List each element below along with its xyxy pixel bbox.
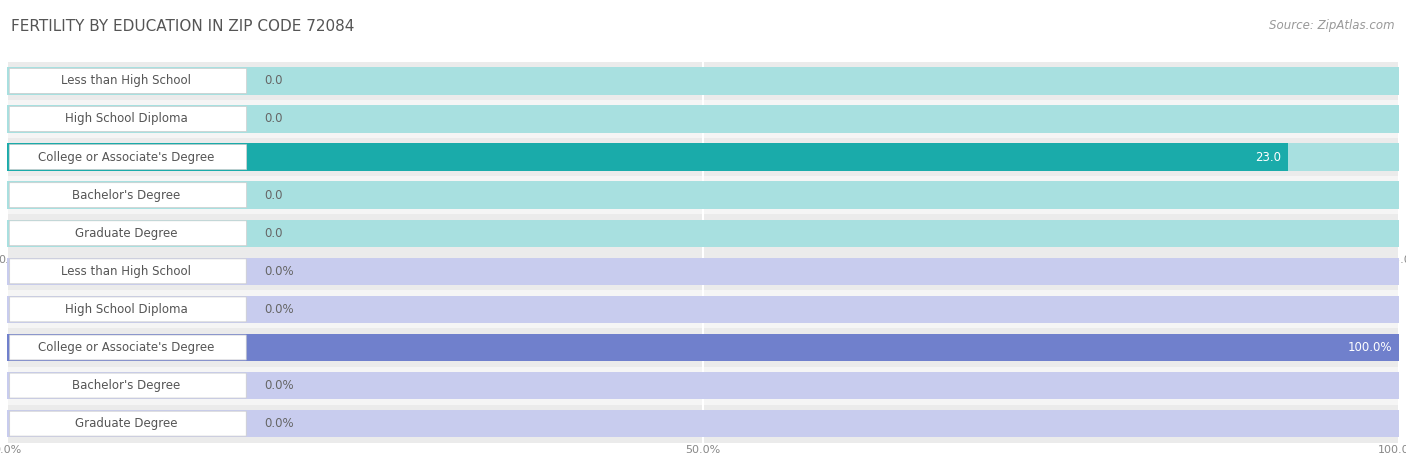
Bar xyxy=(7,181,1399,209)
Text: 23.0: 23.0 xyxy=(1254,150,1281,164)
Bar xyxy=(7,290,1399,328)
Text: 0.0: 0.0 xyxy=(264,227,283,240)
Text: Graduate Degree: Graduate Degree xyxy=(75,227,177,240)
Bar xyxy=(7,334,1399,361)
Bar xyxy=(7,143,1288,171)
Bar xyxy=(7,367,1399,405)
Text: Bachelor's Degree: Bachelor's Degree xyxy=(72,379,180,392)
FancyBboxPatch shape xyxy=(10,373,246,398)
Bar xyxy=(7,100,1399,138)
Bar xyxy=(7,105,1399,133)
Bar xyxy=(7,328,1399,367)
Bar xyxy=(7,176,1399,214)
Text: 0.0%: 0.0% xyxy=(264,417,294,430)
Text: Bachelor's Degree: Bachelor's Degree xyxy=(72,188,180,202)
Text: High School Diploma: High School Diploma xyxy=(65,112,188,126)
FancyBboxPatch shape xyxy=(10,297,246,322)
Bar xyxy=(7,405,1399,443)
Bar xyxy=(7,334,1399,361)
Text: High School Diploma: High School Diploma xyxy=(65,303,188,316)
Text: 0.0: 0.0 xyxy=(264,74,283,88)
Bar xyxy=(7,214,1399,252)
Bar xyxy=(7,138,1399,176)
Bar xyxy=(7,252,1399,290)
Text: Less than High School: Less than High School xyxy=(62,265,191,278)
Text: 0.0%: 0.0% xyxy=(264,379,294,392)
Text: College or Associate's Degree: College or Associate's Degree xyxy=(38,341,215,354)
Bar xyxy=(7,372,1399,399)
Text: Graduate Degree: Graduate Degree xyxy=(75,417,177,430)
Text: FERTILITY BY EDUCATION IN ZIP CODE 72084: FERTILITY BY EDUCATION IN ZIP CODE 72084 xyxy=(11,19,354,34)
Bar xyxy=(7,410,1399,437)
FancyBboxPatch shape xyxy=(10,183,246,208)
FancyBboxPatch shape xyxy=(10,69,246,93)
Text: 0.0: 0.0 xyxy=(264,112,283,126)
Text: 0.0%: 0.0% xyxy=(264,265,294,278)
Bar xyxy=(7,143,1399,171)
FancyBboxPatch shape xyxy=(10,145,246,169)
Bar xyxy=(7,258,1399,285)
Bar xyxy=(7,296,1399,323)
Text: Source: ZipAtlas.com: Source: ZipAtlas.com xyxy=(1270,19,1395,32)
Bar xyxy=(7,219,1399,247)
Text: 0.0%: 0.0% xyxy=(264,303,294,316)
Bar xyxy=(7,67,1399,95)
FancyBboxPatch shape xyxy=(10,335,246,360)
FancyBboxPatch shape xyxy=(10,107,246,131)
Text: 0.0: 0.0 xyxy=(264,188,283,202)
Text: College or Associate's Degree: College or Associate's Degree xyxy=(38,150,215,164)
Text: 100.0%: 100.0% xyxy=(1347,341,1392,354)
FancyBboxPatch shape xyxy=(10,221,246,246)
Text: Less than High School: Less than High School xyxy=(62,74,191,88)
FancyBboxPatch shape xyxy=(10,259,246,284)
Bar xyxy=(7,62,1399,100)
FancyBboxPatch shape xyxy=(10,411,246,436)
